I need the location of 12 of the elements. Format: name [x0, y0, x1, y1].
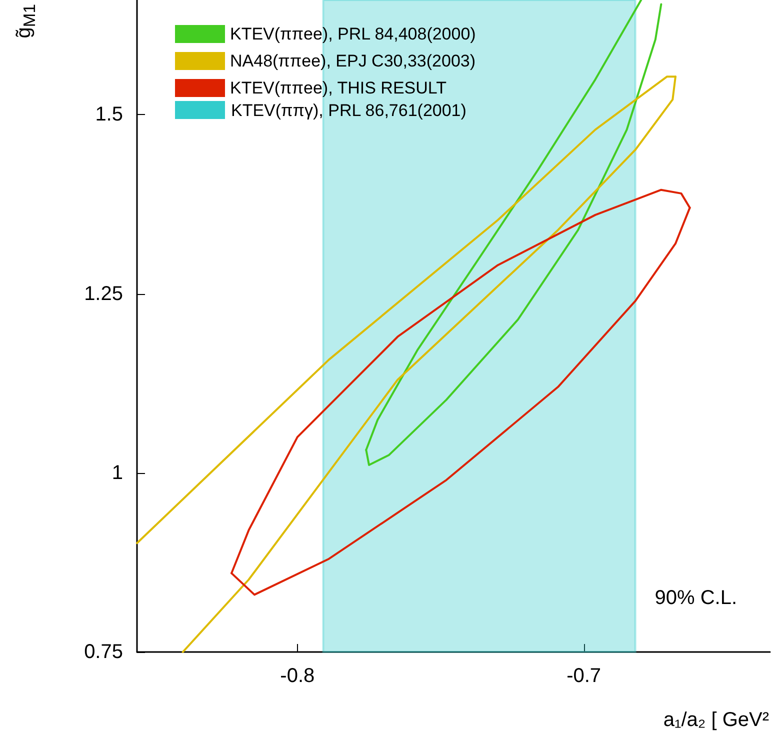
x-tick-label: -0.7: [566, 665, 602, 687]
x-tick-label: -0.8: [280, 665, 315, 687]
y-tick-label: 1.5: [95, 104, 123, 126]
legend-label: KTEV(ππee), PRL 84,408(2000): [230, 24, 476, 44]
legend-label: NA48(ππee), EPJ C30,33(2003): [230, 52, 476, 70]
annotation: 90% C.L.: [654, 587, 737, 609]
band-label: KTEV(ππγ), PRL 86,761(2001): [231, 100, 466, 120]
y-tick-label: 0.75: [84, 641, 123, 663]
x-axis-title: a₁/a₂ [ GeV²: [663, 709, 769, 731]
legend-label: KTEV(ππee), THIS RESULT: [230, 78, 446, 98]
y-tick-label: 1: [112, 462, 123, 484]
y-tick-label: 1.25: [84, 282, 123, 305]
